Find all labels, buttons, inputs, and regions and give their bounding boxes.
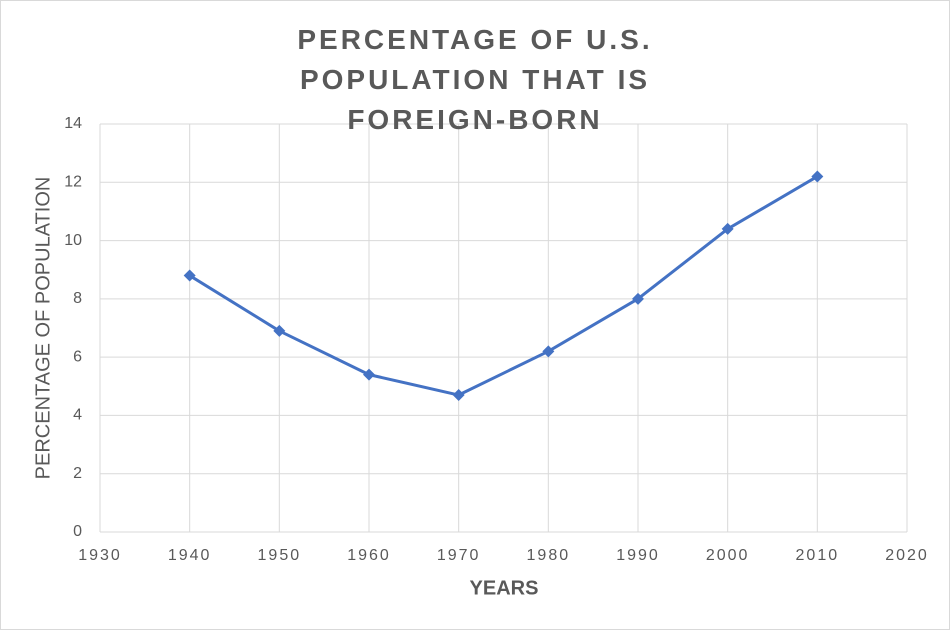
y-axis-label: PERCENTAGE OF POPULATION (32, 177, 54, 480)
chart-title: PERCENTAGE OF U.S. POPULATION THAT IS FO… (297, 24, 653, 135)
x-tick-label: 1930 (78, 547, 122, 564)
y-tick-label: 12 (64, 174, 82, 191)
y-tick-label: 4 (73, 407, 82, 424)
data-line (188, 175, 819, 397)
y-tick-label: 2 (73, 465, 82, 482)
data-point (452, 389, 465, 402)
data-point (632, 292, 644, 305)
y-tick-label: 6 (73, 348, 82, 365)
x-tick-label: 1980 (527, 547, 571, 564)
data-point (273, 324, 286, 337)
x-tick-label: 2010 (796, 547, 840, 564)
y-tick-label: 14 (64, 115, 82, 132)
x-axis-label: YEARS (470, 577, 539, 599)
x-tick-label: 1970 (437, 547, 481, 564)
y-tick-label: 8 (73, 290, 82, 307)
x-tick-label: 2020 (885, 547, 929, 564)
x-tick-label: 1990 (616, 547, 660, 564)
data-point (542, 345, 555, 358)
data-point (721, 222, 734, 235)
data-point (183, 269, 196, 282)
x-tick-label: 2000 (706, 547, 750, 564)
data-point (363, 368, 375, 381)
data-point (811, 170, 824, 183)
y-tick-label: 10 (64, 232, 82, 249)
y-tick-label: 0 (73, 523, 82, 540)
x-tick-label: 1940 (168, 547, 212, 564)
x-tick-label: 1960 (347, 547, 391, 564)
x-tick-label: 1950 (258, 547, 302, 564)
